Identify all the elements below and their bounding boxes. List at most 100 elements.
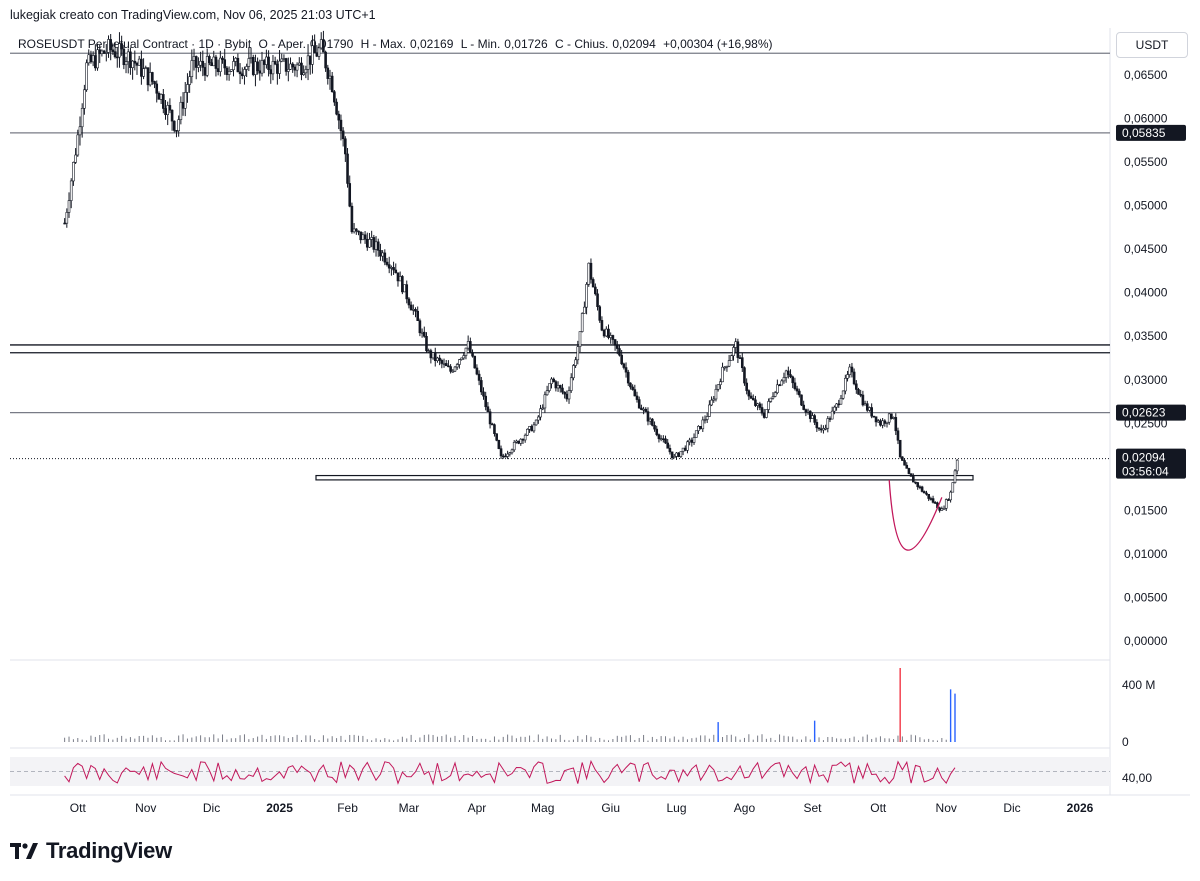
candle-body (811, 415, 814, 419)
candle-body (955, 459, 959, 472)
candle-body (876, 420, 880, 423)
candle-body (348, 183, 352, 207)
candle-body (905, 464, 909, 469)
candle-body (813, 415, 816, 423)
candle-body (96, 49, 99, 69)
candle-body (523, 434, 527, 441)
candle-body (819, 428, 823, 431)
candle-body (912, 476, 915, 483)
candle-body (602, 329, 606, 337)
candle-body (699, 425, 702, 430)
candle-body (433, 352, 437, 362)
candle-body (295, 64, 299, 71)
candle-body (216, 68, 220, 72)
candle-body (719, 381, 722, 386)
symbol-legend: ROSEUSDT Perpetual Contract · 1D · Bybit… (18, 37, 777, 51)
low-value: 0,01726 (504, 37, 548, 51)
candle-body (694, 430, 698, 438)
candle-body (162, 94, 165, 109)
candle-body (219, 57, 222, 72)
candle-body (243, 69, 246, 77)
candle-body (249, 57, 253, 59)
candle-body (769, 397, 773, 402)
candle-body (580, 313, 584, 332)
candle-body (679, 451, 683, 457)
tradingview-logo-icon (10, 843, 38, 859)
candle-body (916, 482, 920, 488)
candle-body (232, 61, 235, 70)
candle-body (306, 55, 310, 70)
candle-body (126, 51, 130, 62)
candle-body (280, 58, 284, 62)
candle-body (91, 55, 95, 63)
candle-body (203, 67, 207, 76)
candle-body (78, 126, 82, 136)
candle-body (784, 370, 788, 378)
candle-body (830, 410, 834, 420)
candle-body (653, 425, 656, 430)
candle-body (447, 365, 450, 368)
candle-body (482, 391, 485, 397)
candle-body (933, 502, 937, 504)
candle-body (938, 507, 941, 511)
candle-body (464, 347, 468, 356)
candle-body (394, 269, 398, 274)
time-tick-label: 2026 (1067, 801, 1094, 815)
candle-body (181, 101, 185, 109)
candle-body (210, 62, 213, 67)
candle-body (756, 403, 759, 406)
candle-body (480, 380, 483, 393)
candle-body (879, 420, 882, 426)
candle-body (284, 58, 288, 72)
candle-body (328, 75, 332, 79)
candle-body (651, 418, 654, 426)
candle-body (317, 47, 321, 57)
candle-body (624, 367, 628, 373)
candle-body (201, 60, 205, 68)
open-label: O - Aper. (258, 37, 306, 51)
price-tick-label: 0,05500 (1124, 155, 1168, 169)
candle-body (164, 108, 167, 115)
candle-body (526, 428, 529, 436)
candle-body (541, 407, 545, 410)
candle-body (872, 415, 876, 418)
price-level-label: 0,05835 (1122, 126, 1166, 140)
candle-body (357, 230, 360, 233)
candle-body (804, 409, 808, 413)
currency-button[interactable]: USDT (1116, 32, 1188, 58)
countdown-label: 03:56:04 (1122, 465, 1169, 479)
candle-body (534, 419, 538, 426)
candle-body (918, 486, 922, 489)
candle-body (859, 394, 862, 396)
candle-body (118, 43, 121, 58)
candle-body (666, 442, 670, 449)
price-tick-label: 0,05000 (1124, 199, 1168, 213)
candle-body (256, 61, 259, 72)
candle-body (422, 331, 426, 337)
candle-body (953, 470, 957, 483)
candle-body (486, 406, 490, 413)
candle-body (554, 381, 558, 389)
candle-body (262, 60, 266, 65)
candle-body (824, 427, 827, 430)
current-price-badge (1116, 448, 1186, 479)
brand-name: TradingView (46, 838, 172, 863)
candle-body (247, 58, 251, 67)
candle-body (642, 408, 645, 411)
candle-body (572, 365, 575, 379)
candle-body (425, 335, 428, 352)
candle-body (197, 64, 200, 68)
candle-body (287, 69, 290, 72)
candle-body (697, 425, 700, 432)
low-label: L - Min. (460, 37, 501, 51)
candle-body (104, 52, 108, 54)
candle-body (122, 48, 126, 66)
candle-body (76, 134, 80, 156)
candle-body (793, 382, 797, 390)
candle-body (644, 408, 648, 412)
candle-body (221, 57, 224, 60)
candle-body (738, 357, 742, 359)
candle-body (111, 49, 115, 52)
candle-body (175, 130, 178, 132)
